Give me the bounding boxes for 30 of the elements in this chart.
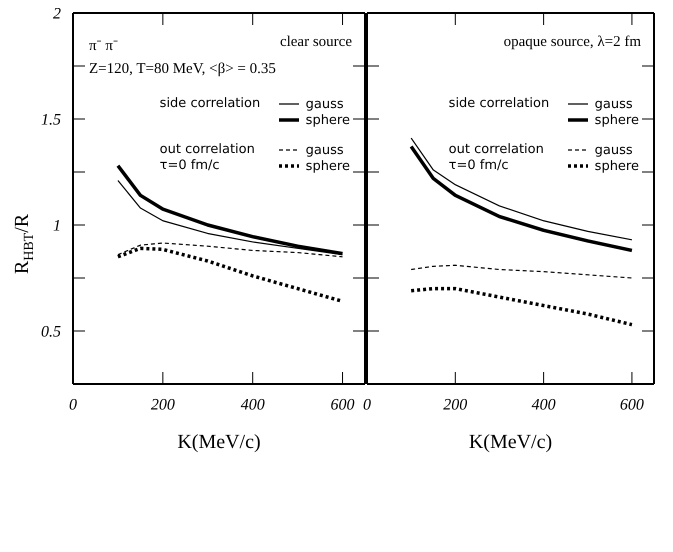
legend-label: sphere [306, 112, 350, 128]
legend-label: sphere [594, 112, 639, 128]
y-tick-label: 0.5 [41, 324, 61, 341]
x-tick-label: 400 [240, 396, 265, 414]
x-tick-label: 0 [69, 396, 77, 414]
legend-label: sphere [306, 158, 350, 174]
legend-label: gauss [594, 96, 633, 112]
y-tick-label: 1 [53, 218, 61, 235]
x-tick-label: 600 [620, 396, 644, 414]
legend-label: gauss [306, 142, 344, 158]
annotation: side correlation [448, 96, 550, 113]
y-tick-label: 2 [53, 6, 61, 23]
annotation: out correlation τ=0 fm/c [448, 142, 545, 174]
x-tick-label: 600 [330, 396, 355, 414]
x-tick-label: 200 [150, 396, 175, 414]
text: opaque source, λ=2 fm [504, 34, 641, 51]
legend-label: sphere [594, 158, 639, 174]
y-tick-label: 1.5 [41, 112, 61, 129]
x-axis-title: K(MeV/c) [177, 431, 261, 453]
x-tick-label: 0 [363, 396, 371, 414]
annotation: Z=120, T=80 MeV, <β> = 0.35 [89, 61, 277, 78]
x-axis-title: K(MeV/c) [468, 431, 552, 453]
legend-label: gauss [594, 142, 633, 158]
x-tick-label: 400 [532, 396, 556, 414]
annotation: out correlation τ=0 fm/c [160, 142, 256, 174]
legend-label: gauss [306, 96, 344, 112]
annotation: side correlation [160, 96, 262, 113]
text: clear source [280, 34, 352, 52]
annotation: π⁻ π⁻ [89, 37, 118, 55]
x-tick-label: 200 [443, 396, 468, 414]
